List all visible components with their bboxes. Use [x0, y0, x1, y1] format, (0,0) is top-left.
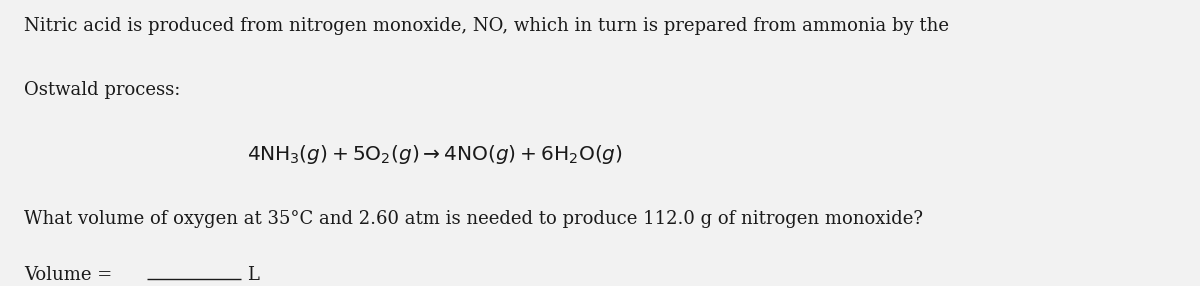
- Text: Volume =: Volume =: [24, 266, 112, 284]
- Text: $4\mathrm{NH}_3(g) + 5\mathrm{O}_2(g) \rightarrow 4\mathrm{NO}(g) + 6\mathrm{H}_: $4\mathrm{NH}_3(g) + 5\mathrm{O}_2(g) \r…: [247, 143, 623, 166]
- Text: L: L: [247, 266, 259, 284]
- Text: Ostwald process:: Ostwald process:: [24, 81, 180, 99]
- Text: Nitric acid is produced from nitrogen monoxide, NO, which in turn is prepared fr: Nitric acid is produced from nitrogen mo…: [24, 17, 949, 35]
- Text: What volume of oxygen at 35°C and 2.60 atm is needed to produce 112.0 g of nitro: What volume of oxygen at 35°C and 2.60 a…: [24, 210, 923, 228]
